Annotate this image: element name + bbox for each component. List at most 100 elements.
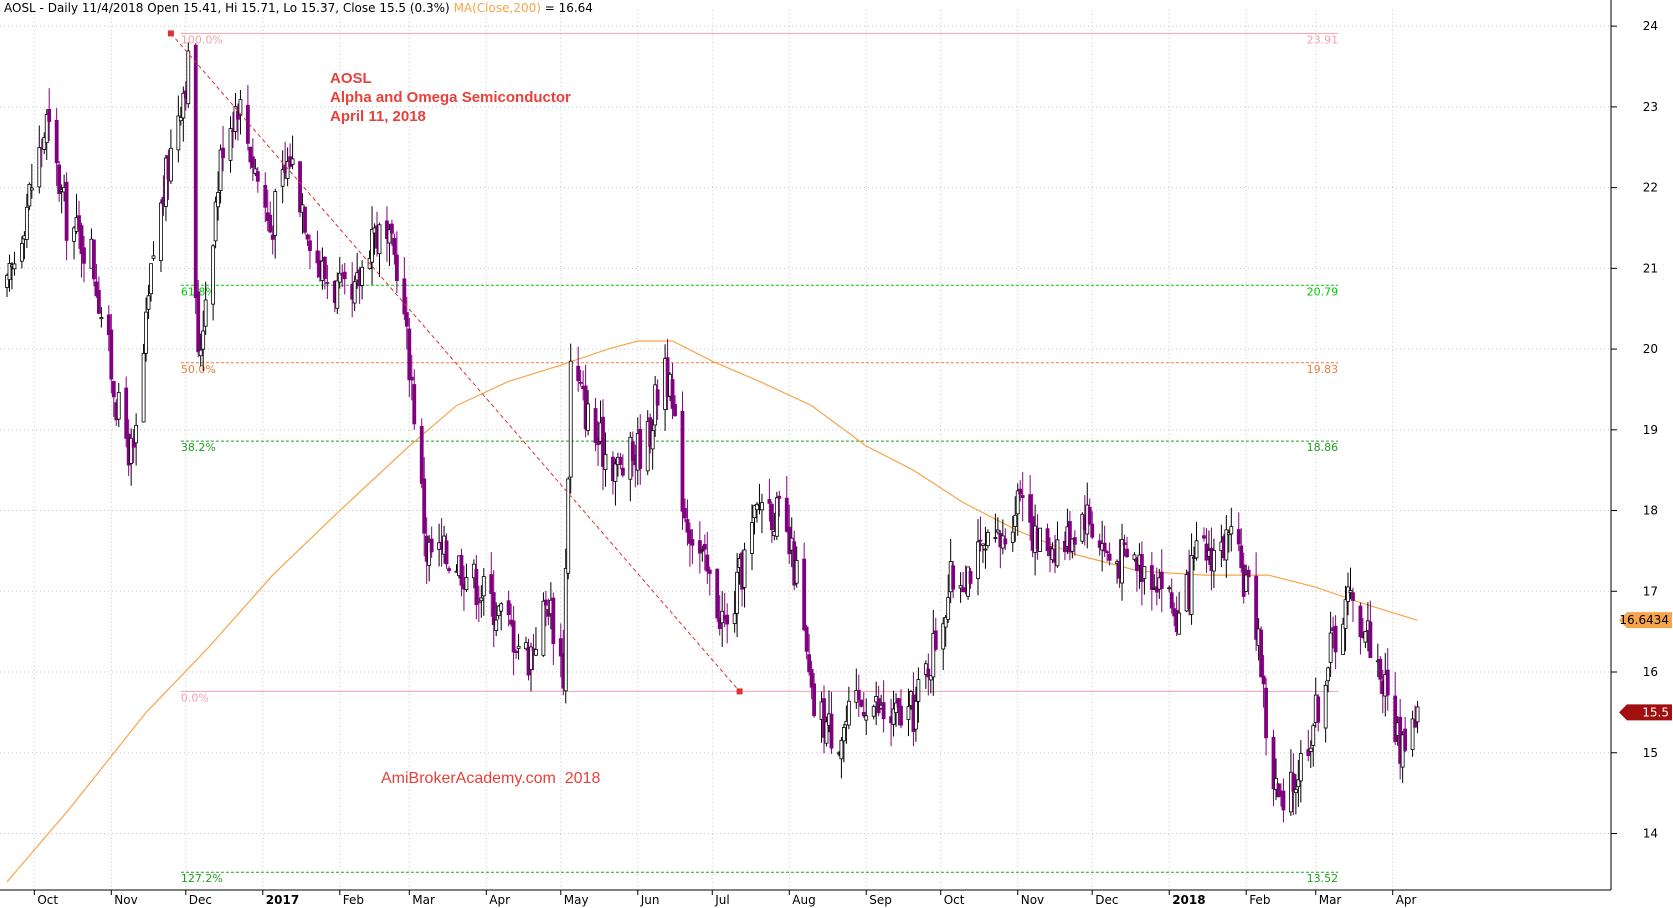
fib-level-value: 20.79 (1307, 285, 1339, 298)
price-tag (1619, 704, 1672, 721)
candle-body (1125, 548, 1129, 558)
candle-body (931, 633, 936, 678)
y-tick-label: 19 (1643, 423, 1658, 437)
candle-body (198, 349, 203, 357)
candle-body (688, 529, 692, 544)
candle-body (111, 380, 116, 398)
candle-body (1122, 542, 1127, 546)
candle-body (164, 157, 168, 207)
candle-body (981, 543, 985, 546)
candle-body (124, 387, 129, 439)
candle-body (42, 137, 47, 150)
candle-body (1090, 523, 1095, 538)
candle-body (951, 565, 956, 590)
candle-body (958, 585, 963, 589)
candle-body (151, 255, 156, 259)
x-tick-label: Nov (1021, 893, 1044, 907)
candle-body (541, 600, 546, 656)
candle-body (1055, 539, 1060, 567)
y-tick-label: 16 (1643, 665, 1658, 679)
candle-body (1045, 528, 1050, 552)
candle-body (280, 169, 285, 187)
candle-body (705, 554, 710, 572)
candle-body (1102, 542, 1107, 552)
fib-level-value: 19.83 (1307, 363, 1339, 376)
candle-body (1067, 521, 1072, 553)
candle-body (459, 555, 464, 586)
y-tick-label: 14 (1643, 826, 1658, 840)
candle-body (1169, 592, 1174, 609)
candle-body (700, 549, 705, 552)
candle-body (586, 403, 591, 431)
y-tick-label: 24 (1643, 19, 1658, 33)
candle-body (20, 243, 24, 262)
candle-body (983, 548, 988, 551)
x-tick-label: Mar (412, 893, 435, 907)
candle-body (894, 702, 898, 714)
candle-body (986, 532, 990, 547)
candle-body (427, 541, 432, 566)
candle-body (732, 613, 737, 624)
candle-body (1105, 551, 1110, 554)
y-tick-label: 23 (1643, 100, 1658, 114)
candle-body (750, 522, 754, 554)
candle-body (558, 638, 563, 657)
y-tick-label: 20 (1643, 342, 1658, 356)
candle-body (1194, 540, 1199, 559)
candle-body (1229, 526, 1234, 535)
candle-body (303, 206, 307, 233)
candle-body (141, 352, 146, 423)
candle-body (5, 274, 9, 288)
candle-body (841, 727, 846, 742)
candle-body (976, 541, 980, 579)
candle-body (402, 278, 407, 315)
candle-body (1346, 586, 1350, 602)
candle-body (27, 183, 32, 207)
candle-body (529, 646, 533, 670)
candle-body (159, 202, 163, 261)
candle-body (131, 439, 136, 448)
candle-body (360, 266, 365, 286)
candle-body (578, 381, 583, 384)
candle-body (1254, 575, 1259, 640)
candle-body (804, 626, 809, 652)
candle-body (57, 164, 62, 195)
candle-body (1261, 675, 1266, 685)
candle-body (176, 115, 181, 151)
candle-body (824, 721, 829, 744)
price-tag (1619, 612, 1672, 629)
candle-body (1236, 529, 1241, 545)
candle-body (603, 453, 608, 471)
x-tick-label: 2018 (1172, 893, 1205, 907)
candle-body (1378, 658, 1383, 680)
candle-body (1368, 621, 1373, 659)
candle-body (1259, 629, 1263, 678)
candle-body (1351, 592, 1355, 601)
x-tick-label: May (564, 893, 589, 907)
candle-body (1015, 490, 1020, 515)
candle-body (390, 223, 394, 234)
annotation-ticker: AOSL (330, 70, 372, 87)
candle-body (1358, 605, 1363, 638)
candle-body (777, 495, 782, 499)
candle-body (1348, 590, 1353, 594)
candle-body (551, 597, 556, 645)
x-tick-label: Dec (189, 893, 212, 907)
candle-body (412, 384, 417, 425)
candle-body (79, 225, 84, 254)
candle-body (44, 114, 49, 143)
candle-body (285, 161, 290, 179)
candle-body (1306, 749, 1311, 756)
candle-body (1010, 531, 1015, 543)
candle-body (1028, 494, 1033, 523)
candle-body (54, 119, 59, 164)
candle-body (702, 543, 707, 550)
x-tick-label: Dec (1095, 893, 1118, 907)
candle-body (474, 568, 479, 606)
candle-body (968, 571, 973, 584)
candle-body (109, 329, 114, 380)
candle-body (899, 705, 903, 726)
candle-body (322, 256, 327, 279)
fib-level-value: 23.91 (1307, 33, 1339, 46)
annotation-company: Alpha and Omega Semiconductor (330, 89, 571, 106)
